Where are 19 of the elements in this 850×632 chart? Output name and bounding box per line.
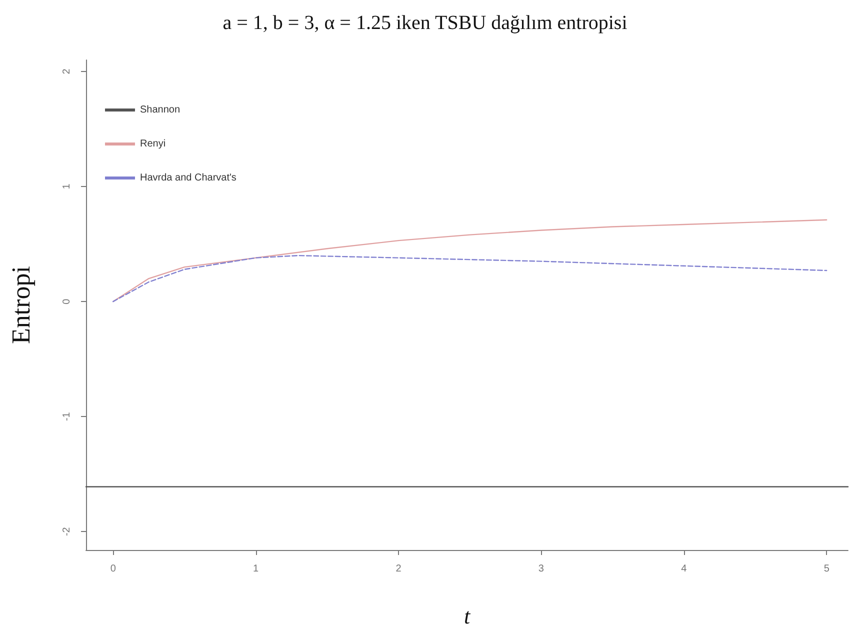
x-tick-label: 3: [538, 564, 544, 574]
x-tick-label: 1: [253, 564, 260, 574]
x-tick-label: 0: [110, 564, 116, 574]
x-tick-label: 2: [396, 564, 402, 574]
x-axis-title: t: [464, 604, 471, 628]
legend-label: Havrda and Charvat's: [140, 172, 236, 184]
y-tick-label: -1: [62, 412, 72, 422]
legend-label: Shannon: [140, 104, 180, 116]
line-series: [112, 219, 828, 302]
x-tick-label: 5: [824, 564, 830, 574]
y-tick-label: 2: [62, 68, 72, 74]
line-series: [112, 254, 828, 302]
y-tick-label: 1: [62, 183, 72, 190]
y-axis-title: Entropi: [6, 266, 36, 344]
x-tick-label: 4: [681, 564, 688, 574]
y-tick-label: -2: [62, 526, 72, 536]
y-tick-label: 0: [62, 298, 72, 304]
legend-label: Renyi: [140, 138, 166, 150]
chart-title: a = 1, b = 3, α = 1.25 iken TSBU dağılım entropisi: [222, 12, 628, 34]
